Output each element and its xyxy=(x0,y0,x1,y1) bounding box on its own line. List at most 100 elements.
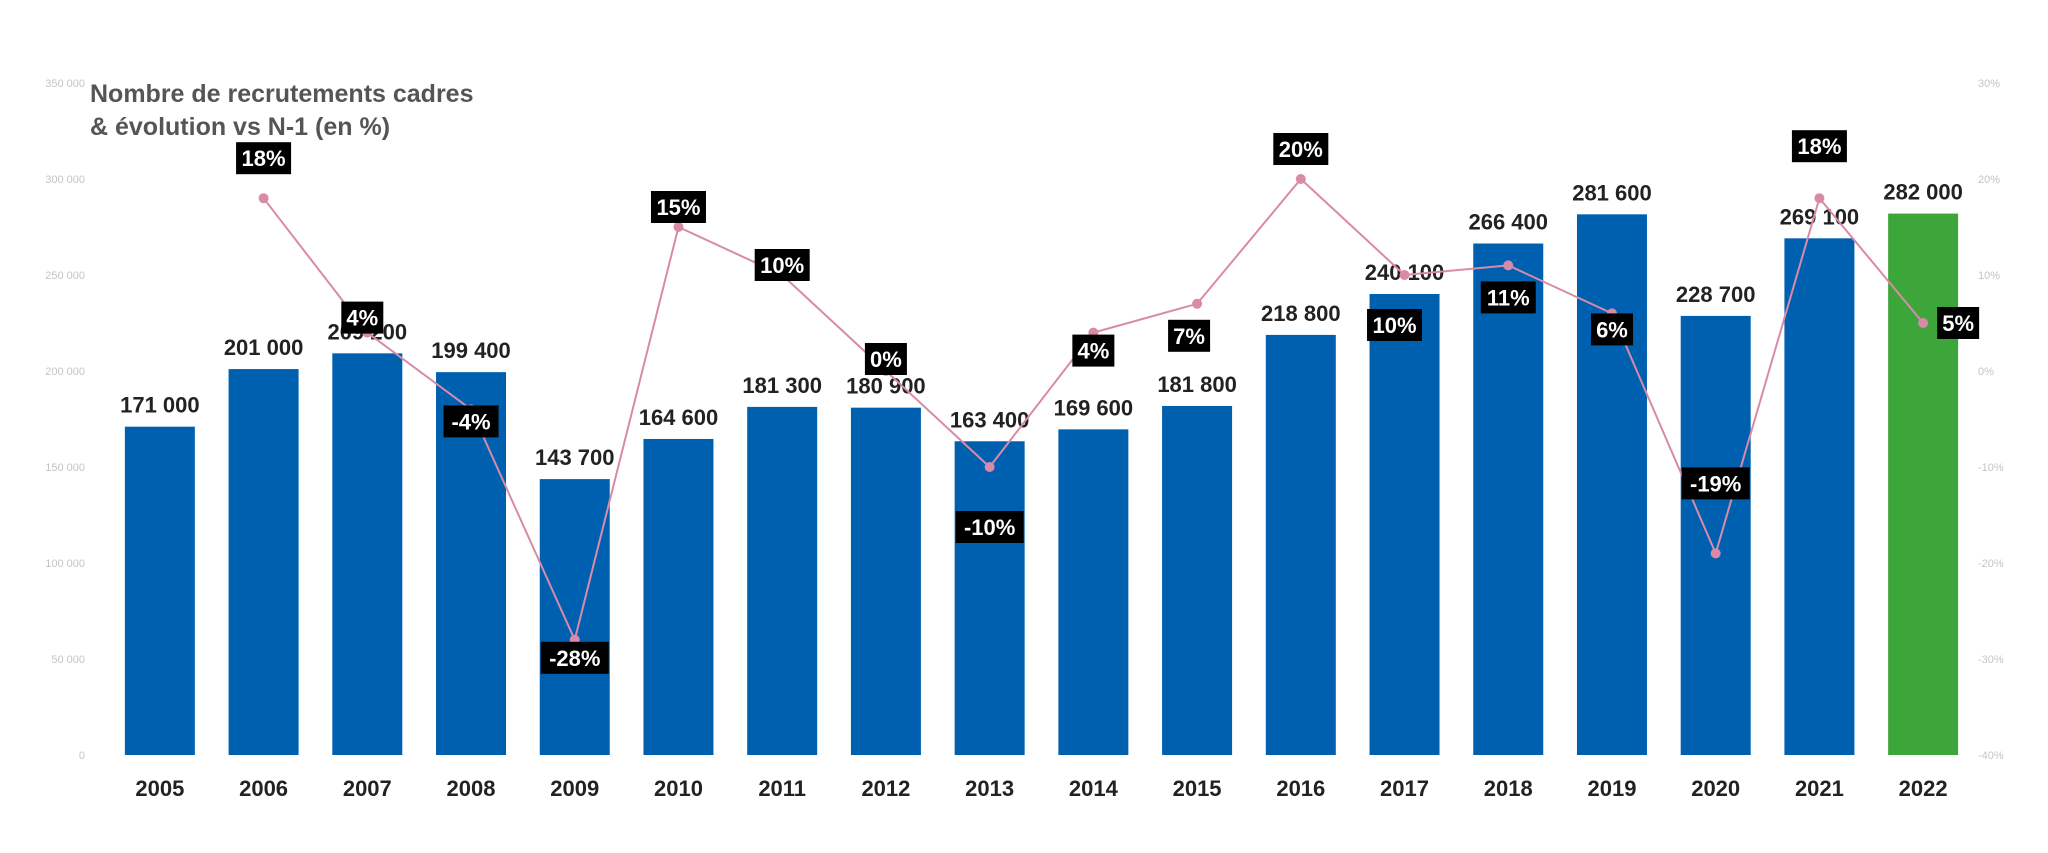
bar xyxy=(954,441,1025,755)
bar xyxy=(1162,405,1233,755)
bar xyxy=(332,353,403,755)
evolution-label-box xyxy=(1367,309,1423,341)
bar-value-label: 143 700 xyxy=(535,445,615,470)
x-tick-label: 2021 xyxy=(1795,776,1844,801)
evolution-label: 18% xyxy=(242,146,286,171)
evolution-label-box xyxy=(1168,319,1211,352)
bar-value-label: 201 000 xyxy=(224,335,304,360)
bar xyxy=(228,369,299,755)
evolution-point xyxy=(258,193,269,204)
evolution-label-box xyxy=(955,511,1024,543)
x-tick-label: 2006 xyxy=(239,776,288,801)
y-left-tick-label: 100 000 xyxy=(45,558,85,570)
evolution-label: -4% xyxy=(451,409,490,434)
y-right-tick-label: -20% xyxy=(1978,558,2004,570)
bar-value-label: 180 900 xyxy=(846,374,926,399)
x-tick-label: 2014 xyxy=(1069,776,1119,801)
x-tick-label: 2013 xyxy=(965,776,1014,801)
chart-title: Nombre de recrutements cadres xyxy=(90,80,474,108)
bar-value-label: 169 600 xyxy=(1054,395,1134,420)
x-tick-label: 2017 xyxy=(1380,776,1429,801)
evolution-label-box xyxy=(650,191,706,223)
evolution-label-box xyxy=(1681,467,1750,500)
evolution-point xyxy=(1503,260,1514,271)
evolution-label-box xyxy=(1480,281,1536,314)
evolution-label-box xyxy=(443,405,499,438)
bar-value-label: 269 100 xyxy=(1780,204,1860,229)
bar xyxy=(1680,315,1751,755)
bar xyxy=(1369,294,1440,755)
evolution-label: -28% xyxy=(549,646,600,671)
evolution-label: 5% xyxy=(1942,311,1974,336)
evolution-point xyxy=(1814,193,1825,204)
y-left-tick-label: 150 000 xyxy=(45,462,85,474)
y-left-tick-label: 300 000 xyxy=(45,174,85,186)
evolution-label-box xyxy=(1590,313,1633,346)
evolution-label-box xyxy=(540,641,609,674)
bar xyxy=(747,406,818,755)
bar xyxy=(124,426,195,755)
bar xyxy=(1265,334,1336,755)
bar-value-label: 164 600 xyxy=(639,405,719,430)
y-left-tick-label: 250 000 xyxy=(45,270,85,282)
x-tick-label: 2015 xyxy=(1173,776,1222,801)
evolution-label-box xyxy=(1791,130,1847,163)
bar xyxy=(1473,243,1544,755)
bar-value-label: 181 800 xyxy=(1157,372,1237,397)
evolution-label-box xyxy=(754,249,810,281)
y-right-tick-label: -40% xyxy=(1978,750,2004,762)
evolution-label: 11% xyxy=(1487,285,1530,310)
y-left-tick-label: 50 000 xyxy=(51,654,85,666)
evolution-label-box xyxy=(864,343,907,375)
y-right-tick-label: -10% xyxy=(1978,462,2004,474)
bar-value-label: 266 400 xyxy=(1468,210,1548,235)
x-tick-label: 2020 xyxy=(1691,776,1740,801)
evolution-point xyxy=(673,222,684,232)
y-right-tick-label: 10% xyxy=(1978,270,2000,282)
x-tick-label: 2009 xyxy=(550,776,599,801)
evolution-label: 4% xyxy=(346,306,378,331)
y-right-tick-label: 0% xyxy=(1978,366,1994,378)
evolution-point xyxy=(1399,270,1410,280)
x-tick-label: 2007 xyxy=(343,776,392,801)
chart-title-block: Nombre de recrutements cadres & évolutio… xyxy=(90,78,473,144)
bar xyxy=(1888,213,1959,755)
bar xyxy=(539,479,610,755)
evolution-point xyxy=(1918,318,1929,328)
bar-value-label: 282 000 xyxy=(1883,180,1963,205)
x-tick-label: 2010 xyxy=(654,776,703,801)
bar-value-label: 181 300 xyxy=(742,373,822,398)
x-tick-label: 2022 xyxy=(1899,776,1948,801)
y-right-tick-label: -30% xyxy=(1978,654,2004,666)
evolution-label-box xyxy=(341,301,384,334)
evolution-label: 0% xyxy=(870,347,902,372)
bar xyxy=(1576,214,1647,755)
evolution-label: 10% xyxy=(1373,313,1417,338)
evolution-label: 18% xyxy=(1797,134,1841,159)
evolution-label: 15% xyxy=(656,195,700,220)
bar xyxy=(643,438,714,755)
x-tick-label: 2008 xyxy=(447,776,496,801)
x-tick-label: 2005 xyxy=(135,776,184,801)
bar-value-label: 171 000 xyxy=(120,393,200,418)
bar-value-label: 281 600 xyxy=(1572,180,1652,205)
x-tick-label: 2016 xyxy=(1276,776,1325,801)
y-left-tick-label: 0 xyxy=(79,750,85,762)
evolution-label: 10% xyxy=(760,253,804,278)
bar-value-label: 228 700 xyxy=(1676,282,1756,307)
chart-subtitle: & évolution vs N-1 (en %) xyxy=(90,113,391,141)
y-left-tick-label: 200 000 xyxy=(45,366,85,378)
evolution-label-box xyxy=(1072,334,1115,367)
bar-value-label: 199 400 xyxy=(431,338,511,363)
evolution-point xyxy=(1710,548,1721,559)
evolution-label-box xyxy=(236,142,292,175)
x-tick-label: 2012 xyxy=(861,776,910,801)
y-left-tick-label: 350 000 xyxy=(45,78,85,90)
y-right-tick-label: 30% xyxy=(1978,78,2000,90)
evolution-point xyxy=(1295,174,1306,184)
evolution-label-box xyxy=(1937,307,1980,339)
evolution-label: 4% xyxy=(1077,339,1109,364)
bar-value-label: 218 800 xyxy=(1261,301,1341,326)
evolution-label: -10% xyxy=(964,515,1015,540)
